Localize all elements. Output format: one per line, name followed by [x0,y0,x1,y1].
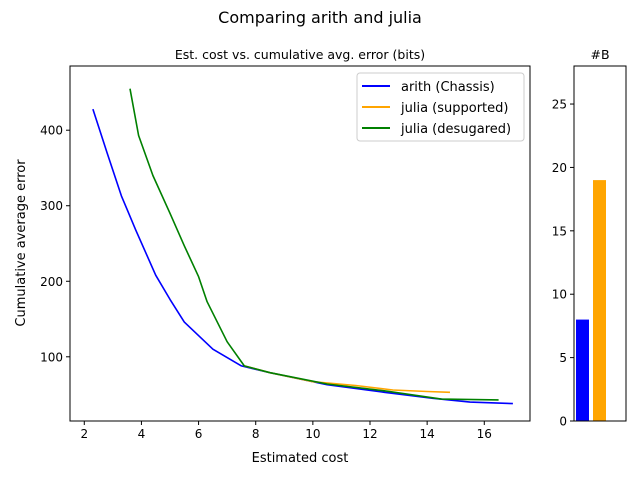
bar-y-tick-label: 15 [552,224,567,238]
x-tick-label: 14 [420,427,435,441]
line-chart-frame [69,65,531,422]
bar-chart-title: #B [590,47,609,62]
x-tick-label: 10 [305,427,320,441]
x-tick-label: 12 [362,427,377,441]
bar-y-tick-label: 25 [552,98,567,112]
bar-y-tick-label: 10 [552,288,567,302]
legend-box [356,72,525,142]
x-tick-label: 16 [477,427,492,441]
x-axis: 2 4 6 8 10 12 14 16 [80,421,492,441]
bar-y-tick-label: 0 [559,415,567,429]
line-chart-series-group [92,88,513,405]
bar-chart: #B 0 5 10 15 20 25 [552,47,627,429]
x-tick-label: 2 [80,427,88,441]
x-tick-label: 6 [195,427,203,441]
bar [576,319,589,421]
series-line-1 [244,365,451,394]
legend-entry: julia (supported) [362,101,508,116]
y-axis-label: Cumulative average error [14,159,29,327]
y-tick-label: 400 [40,124,63,138]
y-axis: 100 200 300 400 [40,124,70,364]
x-tick-label: 4 [138,427,146,441]
series-line-0 [92,108,513,405]
bar-y-tick-label: 20 [552,161,567,175]
legend-entry: arith (Chassis) [362,80,495,95]
line-chart-title: Est. cost vs. cumulative avg. error (bit… [175,47,425,62]
bar-y-tick-label: 5 [559,351,567,365]
series-line-2 [129,88,499,401]
bar-group [576,180,606,421]
legend-entry: julia (desugared) [362,122,511,137]
y-tick-label: 100 [40,350,63,364]
legend-label-julia-desugared: julia (desugared) [400,122,511,137]
y-tick-label: 300 [40,199,63,213]
x-axis-label: Estimated cost [252,451,349,466]
line-chart: Est. cost vs. cumulative avg. error (bit… [14,47,531,466]
y-tick-label: 200 [40,275,63,289]
bar-chart-frame [573,65,627,422]
x-tick-label: 8 [252,427,260,441]
legend-label-arith: arith (Chassis) [401,80,495,95]
bar-y-axis: 0 5 10 15 20 25 [552,98,574,429]
legend: arith (Chassis) julia (supported) julia … [356,72,525,142]
legend-label-julia-supported: julia (supported) [400,101,508,116]
bar [593,180,606,421]
figure-title: Comparing arith and julia [218,8,422,27]
